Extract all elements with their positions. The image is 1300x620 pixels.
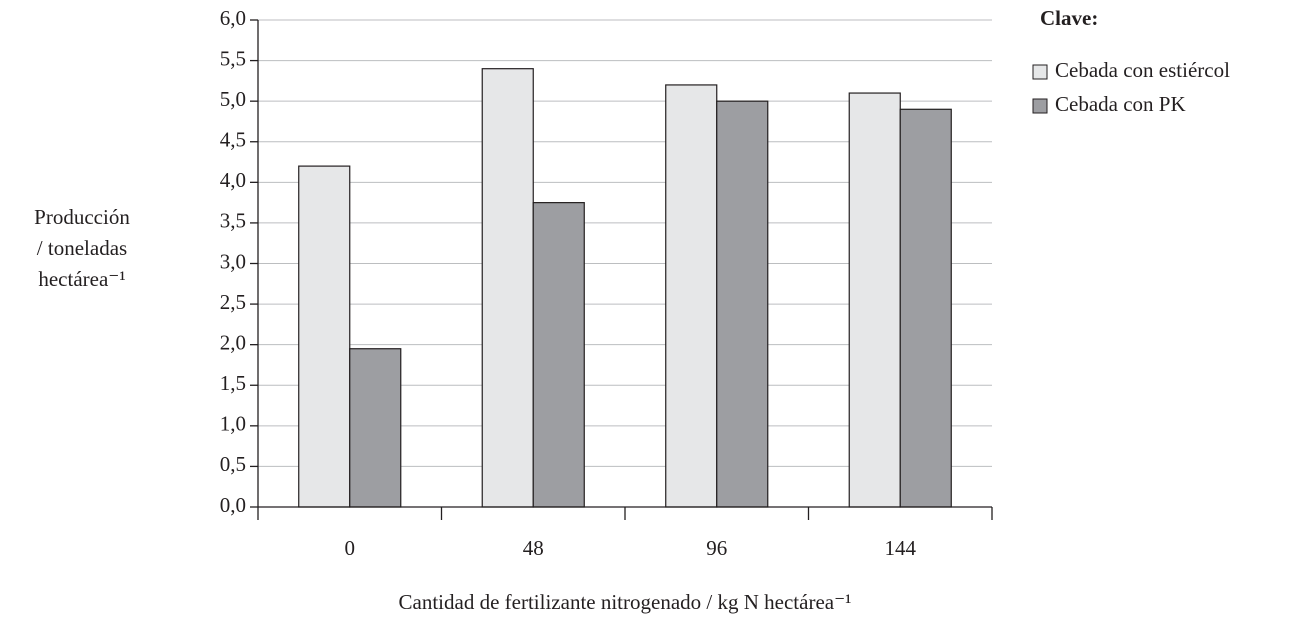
legend-label: Cebada con PK	[1055, 92, 1186, 116]
y-tick-label: 3,0	[220, 249, 246, 273]
legend-label: Cebada con estiércol	[1055, 58, 1230, 82]
y-tick-label: 5,5	[220, 46, 246, 70]
y-tick-label: 2,5	[220, 290, 246, 314]
y-tick-label: 1,5	[220, 371, 246, 395]
bar	[899, 108, 952, 508]
y-tick-label: 0,5	[220, 452, 246, 476]
legend-swatch	[1032, 98, 1048, 114]
y-tick-label: 6,0	[220, 6, 246, 30]
x-axis-label: Cantidad de fertilizante nitrogenado / k…	[399, 590, 852, 614]
y-tick-label: 4,0	[220, 168, 246, 192]
y-axis-label: Producción	[34, 205, 130, 229]
y-tick-label: 4,5	[220, 128, 246, 152]
bar	[481, 68, 534, 508]
x-tick-label: 96	[706, 536, 727, 560]
y-tick-label: 2,0	[220, 330, 246, 354]
x-tick-label: 0	[345, 536, 356, 560]
legend-swatch	[1032, 64, 1048, 80]
bar	[298, 165, 351, 508]
x-tick-label: 144	[885, 536, 917, 560]
y-tick-label: 1,0	[220, 412, 246, 436]
bar	[716, 100, 769, 508]
bar	[532, 202, 585, 508]
y-axis-label: / toneladas	[37, 236, 127, 260]
y-tick-label: 3,5	[220, 209, 246, 233]
bar	[665, 84, 718, 508]
y-tick-label: 5,0	[220, 87, 246, 111]
bar	[349, 348, 402, 508]
y-tick-label: 0,0	[220, 493, 246, 517]
x-tick-label: 48	[523, 536, 544, 560]
legend-title: Clave:	[1040, 6, 1098, 30]
y-axis-label: hectárea⁻¹	[38, 267, 125, 291]
bar	[848, 92, 901, 508]
